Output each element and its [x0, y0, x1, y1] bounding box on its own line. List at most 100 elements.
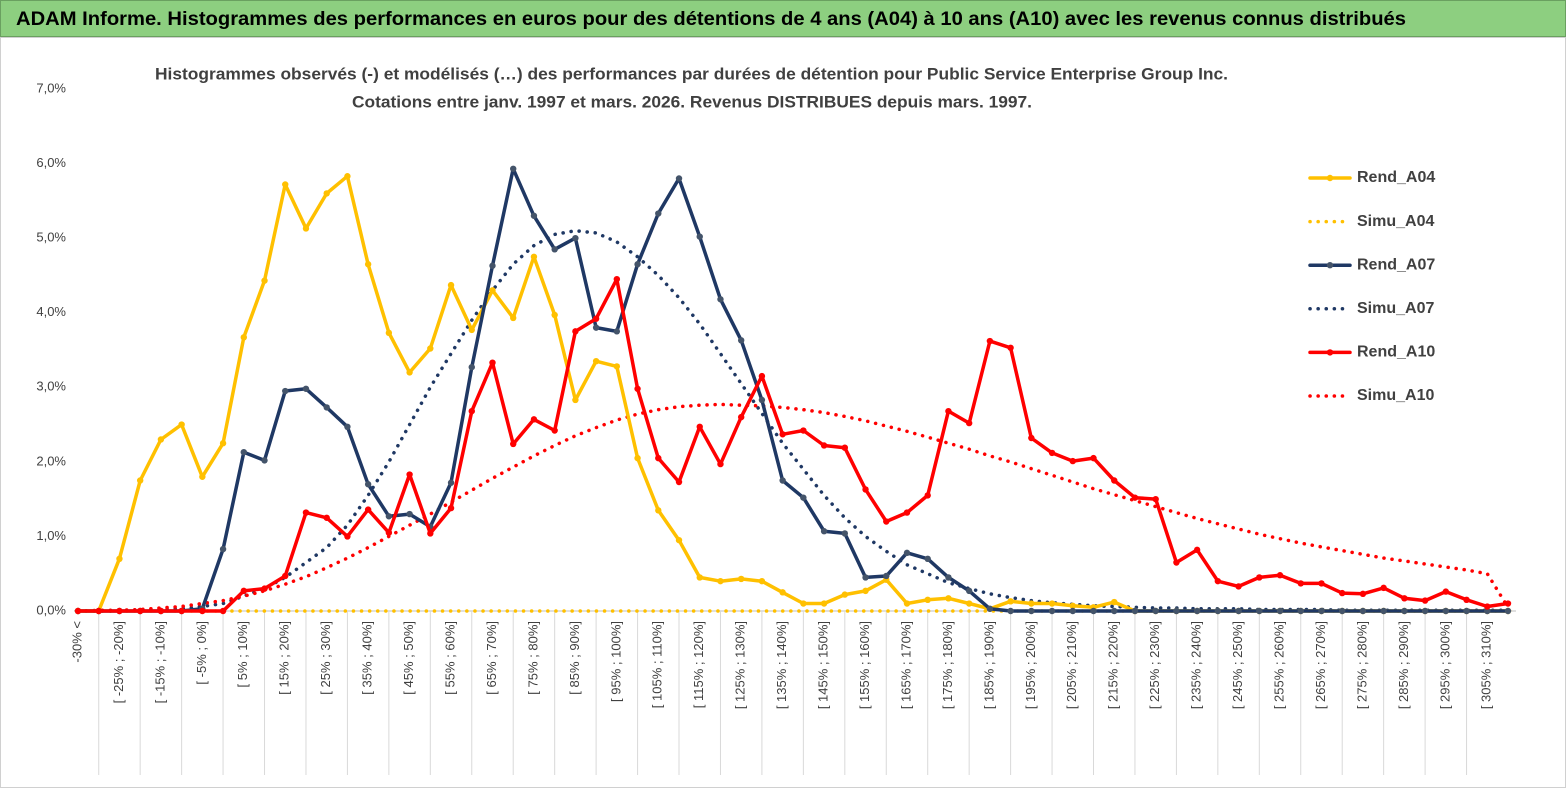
x-tick-label: [ 145% ; 150%] — [816, 621, 831, 709]
data-point — [1069, 602, 1076, 609]
data-point — [1442, 607, 1450, 615]
data-point — [510, 314, 517, 322]
x-tick-label: [ 125% ; 130%] — [733, 621, 748, 709]
data-point — [282, 572, 289, 580]
x-tick-label: [ 25% ; 30%] — [318, 621, 333, 695]
data-point — [655, 454, 662, 462]
legend-label: Rend_A07 — [1357, 256, 1435, 273]
y-tick-label: 3,0% — [36, 379, 66, 394]
data-point — [924, 596, 931, 604]
data-point — [862, 574, 869, 581]
data-point — [841, 591, 849, 598]
observed-line — [76, 277, 1510, 613]
data-point — [116, 607, 123, 615]
data-point — [1318, 580, 1325, 587]
data-point — [572, 234, 579, 242]
data-point — [1048, 600, 1056, 607]
data-point — [841, 530, 849, 537]
data-point — [323, 514, 330, 521]
data-point — [1028, 434, 1035, 442]
data-point — [613, 363, 621, 370]
data-point — [1442, 588, 1450, 595]
legend-marker — [1326, 174, 1334, 182]
data-point — [737, 575, 745, 583]
y-tick-label: 4,0% — [36, 304, 66, 319]
data-point — [261, 457, 268, 464]
data-point — [1276, 607, 1284, 615]
model-line — [76, 228, 1510, 613]
data-point — [530, 253, 538, 260]
x-tick-label: -30% < — [69, 621, 84, 663]
chart-frame — [0, 37, 1566, 788]
data-point — [530, 416, 538, 423]
data-point — [261, 585, 268, 592]
x-tick-label: [ 75% ; 80%] — [525, 621, 540, 695]
data-point — [240, 587, 247, 595]
data-point — [1380, 584, 1387, 592]
x-tick-label: [ 115% ; 120%] — [691, 621, 706, 708]
data-point — [592, 324, 600, 331]
x-tick-label: [ 205% ; 210%] — [1064, 621, 1079, 709]
data-point — [696, 574, 703, 581]
data-point — [323, 190, 330, 197]
data-point — [903, 600, 911, 607]
data-point — [1276, 572, 1284, 579]
data-point — [468, 407, 475, 415]
x-tick-label: [ 15% ; 20%] — [277, 621, 292, 695]
data-point — [655, 210, 662, 217]
data-point — [1048, 449, 1056, 457]
data-point — [510, 165, 517, 172]
data-point — [903, 549, 911, 557]
data-point — [406, 510, 413, 518]
x-tick-label: [ 255% ; 260%] — [1271, 621, 1286, 709]
data-point — [364, 261, 372, 268]
data-point — [385, 513, 393, 520]
data-point — [1463, 607, 1470, 615]
data-point — [1111, 477, 1118, 484]
data-point — [199, 607, 206, 615]
data-point — [240, 448, 247, 456]
data-point — [1090, 607, 1097, 615]
data-point — [1131, 494, 1139, 501]
data-point — [1111, 598, 1118, 606]
data-point — [1504, 600, 1512, 607]
x-tick-label: [ -25% ; -20%] — [111, 621, 126, 703]
data-point — [136, 607, 144, 615]
data-point — [219, 440, 227, 447]
data-point — [1504, 607, 1512, 615]
data-point — [1359, 590, 1367, 598]
legend-label: Simu_A07 — [1357, 300, 1434, 317]
data-point — [800, 427, 807, 434]
data-point — [675, 175, 683, 182]
legend-label: Rend_A04 — [1357, 169, 1435, 186]
data-point — [592, 315, 600, 322]
data-point — [737, 413, 745, 421]
data-point — [427, 345, 434, 352]
data-point — [779, 431, 786, 438]
data-point — [903, 509, 911, 516]
data-point — [1069, 607, 1076, 615]
data-point — [302, 509, 310, 516]
data-point — [986, 337, 994, 345]
data-point — [282, 181, 289, 188]
x-tick-label: [ 5% ; 10%] — [235, 621, 250, 687]
data-point — [427, 530, 434, 537]
data-point — [634, 454, 641, 462]
data-point — [468, 326, 475, 334]
x-tick-label: [ 175% ; 180%] — [940, 621, 955, 709]
data-point — [965, 419, 973, 427]
data-point — [95, 607, 102, 615]
data-point — [696, 233, 703, 240]
data-point — [717, 460, 724, 468]
data-point — [1028, 607, 1035, 615]
x-tick-label: [ 155% ; 160%] — [857, 621, 872, 709]
data-point — [1463, 596, 1470, 604]
data-point — [1048, 607, 1056, 615]
data-point — [800, 600, 807, 607]
data-point — [1193, 546, 1201, 554]
observed-line — [76, 167, 1510, 613]
data-point — [800, 494, 807, 501]
data-point — [737, 337, 745, 344]
data-point — [965, 600, 973, 607]
data-point — [1152, 495, 1159, 503]
